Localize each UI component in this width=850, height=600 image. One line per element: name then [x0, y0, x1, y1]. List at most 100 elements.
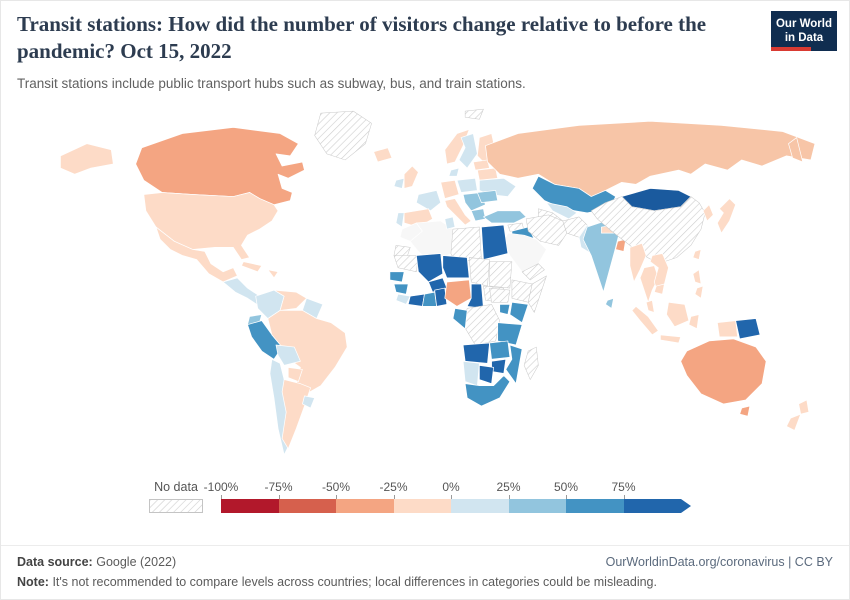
legend-segment-4[interactable] [451, 499, 509, 513]
country-yemen[interactable] [521, 263, 545, 281]
country-mexico[interactable] [155, 226, 238, 283]
country-baltics[interactable] [472, 159, 490, 171]
country-libya[interactable] [450, 226, 482, 262]
country-ireland[interactable] [393, 177, 405, 189]
country-poland[interactable] [456, 177, 478, 193]
country-thailand[interactable] [639, 265, 659, 303]
country-benin[interactable] [434, 287, 448, 307]
country-tunisia[interactable] [444, 216, 456, 230]
country-indonesia-papua[interactable] [716, 320, 739, 338]
country-germany[interactable] [440, 179, 460, 199]
country-iceland[interactable] [373, 147, 393, 163]
country-sudan[interactable] [489, 261, 513, 289]
country-philippines-south[interactable] [694, 285, 704, 299]
legend-tickmark [393, 495, 395, 499]
country-indonesia-sulawesi[interactable] [688, 314, 700, 330]
country-tanzania[interactable] [497, 322, 523, 346]
country-taiwan[interactable] [692, 249, 702, 260]
country-angola[interactable] [462, 342, 490, 364]
country-congo-gabon[interactable] [452, 308, 468, 330]
country-greece[interactable] [470, 208, 486, 222]
country-bolivia[interactable] [275, 344, 301, 366]
legend-segment-7[interactable] [623, 499, 681, 513]
country-cambodia[interactable] [653, 283, 665, 295]
country-papua-new-guinea[interactable] [735, 318, 761, 340]
country-sweden[interactable] [458, 133, 478, 169]
country-sierra-leone[interactable] [395, 293, 411, 305]
country-uzbekistan[interactable] [546, 202, 578, 220]
page-subtitle: Transit stations include public transpor… [17, 76, 526, 91]
owid-credit-link[interactable]: OurWorldinData.org/coronavirus | CC BY [605, 555, 833, 569]
country-kenya[interactable] [509, 301, 529, 323]
country-kamchatka[interactable] [788, 137, 804, 163]
country-south-sudan[interactable] [489, 287, 511, 303]
country-denmark[interactable] [448, 167, 460, 177]
country-nigeria[interactable] [444, 279, 472, 307]
country-senegal[interactable] [389, 271, 405, 283]
country-guinea[interactable] [393, 283, 409, 295]
legend-segment-3[interactable] [393, 499, 451, 513]
country-venezuela[interactable] [273, 289, 307, 311]
country-korea[interactable] [702, 204, 714, 222]
country-cote-divoire[interactable] [407, 293, 425, 307]
country-indonesia-borneo[interactable] [666, 301, 690, 328]
country-hispaniola[interactable] [267, 269, 279, 279]
country-iran[interactable] [525, 214, 568, 246]
country-mali[interactable] [415, 253, 444, 283]
country-brazil[interactable] [267, 310, 348, 395]
country-turkey[interactable] [483, 210, 527, 224]
country-romania[interactable] [476, 190, 499, 204]
country-somalia[interactable] [527, 275, 547, 313]
legend-segment-6[interactable] [566, 499, 624, 513]
legend-tick-6: 50% [553, 480, 579, 494]
legend-segment-1[interactable] [278, 499, 336, 513]
country-malaysia[interactable] [645, 299, 655, 313]
country-tasmania[interactable] [739, 405, 751, 417]
country-indonesia-java[interactable] [660, 334, 682, 344]
country-uk[interactable] [403, 165, 419, 189]
legend-segment-5[interactable] [508, 499, 566, 513]
country-myanmar[interactable] [629, 242, 647, 283]
country-mauritania[interactable] [393, 255, 419, 273]
country-zimbabwe[interactable] [491, 358, 507, 374]
country-south-africa[interactable] [464, 375, 511, 407]
legend-tick-7: 75% [611, 480, 636, 494]
country-china[interactable] [590, 196, 706, 264]
country-mozambique[interactable] [505, 344, 523, 385]
country-zambia[interactable] [489, 340, 511, 360]
legend-segment-2[interactable] [336, 499, 394, 513]
country-usa[interactable] [143, 192, 279, 260]
country-france[interactable] [415, 190, 442, 212]
country-namibia[interactable] [462, 360, 480, 387]
country-cuba[interactable] [241, 261, 263, 273]
country-belarus[interactable] [476, 167, 499, 181]
country-uganda[interactable] [499, 303, 511, 315]
country-greenland[interactable] [314, 110, 372, 161]
country-argentina[interactable] [281, 379, 311, 450]
country-japan[interactable] [716, 198, 736, 234]
country-russia[interactable] [485, 120, 816, 197]
country-portugal[interactable] [395, 212, 405, 228]
legend-tick-1: -75% [264, 480, 293, 494]
country-egypt[interactable] [481, 224, 509, 260]
legend-no-data[interactable]: No data [149, 480, 203, 518]
country-niger[interactable] [442, 255, 470, 279]
country-drc[interactable] [462, 304, 500, 346]
country-australia[interactable] [680, 338, 767, 405]
country-indonesia-sumatra[interactable] [631, 306, 659, 336]
country-botswana[interactable] [479, 364, 494, 385]
owid-logo[interactable]: Our World in Data [771, 11, 837, 51]
country-new-zealand-north[interactable] [798, 399, 810, 415]
country-uruguay[interactable] [302, 395, 316, 409]
country-svalbard[interactable] [464, 108, 484, 120]
country-madagascar[interactable] [523, 346, 539, 380]
country-sri-lanka[interactable] [605, 297, 614, 309]
country-alaska[interactable] [60, 143, 114, 175]
country-philippines[interactable] [692, 269, 702, 285]
legend-segment-0[interactable] [221, 499, 279, 513]
country-paraguay[interactable] [287, 367, 303, 382]
country-new-zealand-south[interactable] [786, 413, 802, 431]
country-italy[interactable] [444, 198, 472, 226]
country-chad[interactable] [468, 257, 490, 287]
country-ghana[interactable] [422, 291, 438, 307]
